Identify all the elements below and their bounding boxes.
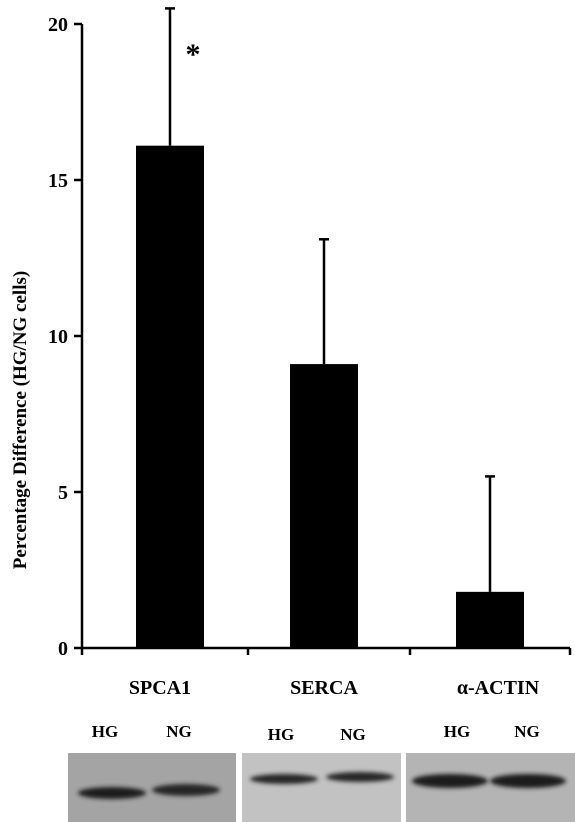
blot-band <box>250 774 318 784</box>
blot-panel-spca1 <box>68 753 236 822</box>
blot-band <box>490 774 566 788</box>
blot-panel-serca <box>242 753 401 822</box>
y-tick-label: 10 <box>48 326 68 348</box>
lane-label: NG <box>340 725 366 744</box>
y-tick-label: 20 <box>48 14 68 36</box>
blot-band <box>152 784 220 796</box>
y-axis-title: Percentage Difference (HG/NG cells) <box>10 271 31 569</box>
category-label: SERCA <box>290 677 358 699</box>
y-tick-label: 5 <box>58 482 68 504</box>
lane-label: HG <box>268 725 294 744</box>
lane-label: HG <box>444 722 470 741</box>
blot-band <box>412 774 488 788</box>
category-label: SPCA1 <box>129 677 191 699</box>
blot-band <box>78 787 146 799</box>
blot-band <box>326 772 394 782</box>
lane-label: HG <box>92 722 118 741</box>
y-tick-label: 0 <box>58 638 68 660</box>
bar-spca1 <box>136 145 204 648</box>
blot-panel-alpha-actin <box>406 753 575 822</box>
bar-serca <box>290 364 358 648</box>
category-label: α-ACTIN <box>457 677 540 699</box>
lane-label: NG <box>514 722 540 741</box>
significance-marker: * <box>186 38 201 71</box>
lane-label: NG <box>166 722 192 741</box>
bar-alpha-actin <box>456 591 524 648</box>
y-tick-label: 15 <box>48 170 68 192</box>
